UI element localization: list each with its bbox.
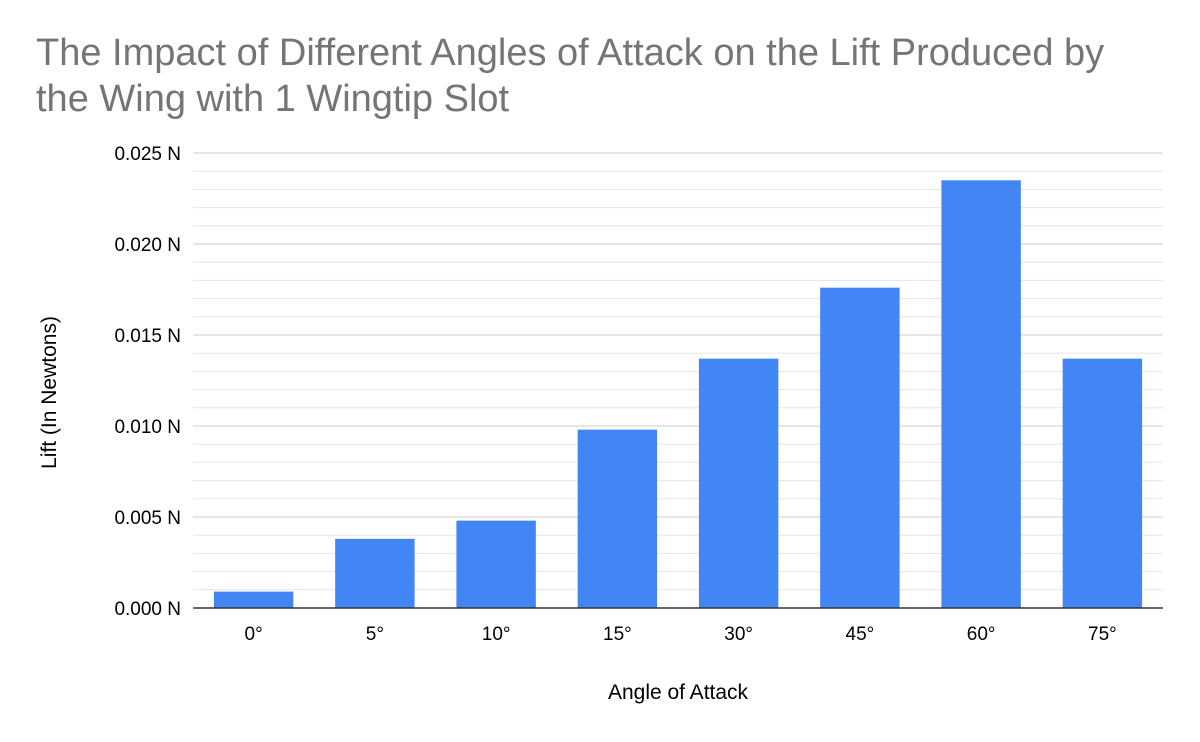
y-axis-label: Lift (In Newtons) (38, 316, 61, 469)
x-tick-label: 60° (967, 624, 996, 645)
bar-1 (335, 538, 415, 608)
y-tick-labels: 0.000 N 0.005 N 0.010 N 0.015 N 0.020 N 0.025… (114, 144, 181, 620)
bar-7 (1062, 358, 1143, 608)
x-tick-label: 30° (724, 624, 753, 645)
x-tick-labels: 0° 5° 10° 15° 30° 45° 60° 75° (245, 624, 1117, 645)
y-tick-label: 0.025 N (114, 144, 181, 165)
x-tick-label: 0° (245, 624, 263, 645)
y-tick-label: 0.005 N (114, 508, 181, 529)
bar-2 (456, 520, 536, 608)
x-axis-label: Angle of Attack (608, 681, 749, 704)
x-tick-label: 45° (846, 624, 875, 645)
bar-3 (577, 429, 658, 608)
y-tick-label: 0.000 N (114, 599, 181, 620)
x-tick-label: 10° (482, 624, 511, 645)
bar-0 (213, 591, 294, 608)
bar-6 (941, 180, 1021, 609)
bars (213, 180, 1143, 609)
x-tick-label: 15° (603, 624, 632, 645)
y-tick-label: 0.015 N (114, 326, 181, 347)
bar-4 (698, 358, 779, 608)
x-tick-label: 75° (1088, 624, 1117, 645)
y-tick-label: 0.010 N (114, 417, 181, 438)
y-tick-label: 0.020 N (114, 235, 181, 256)
chart-title: The Impact of Different Angles of Attack… (36, 32, 1105, 120)
x-tick-label: 5° (366, 624, 384, 645)
bar-5 (820, 287, 900, 608)
